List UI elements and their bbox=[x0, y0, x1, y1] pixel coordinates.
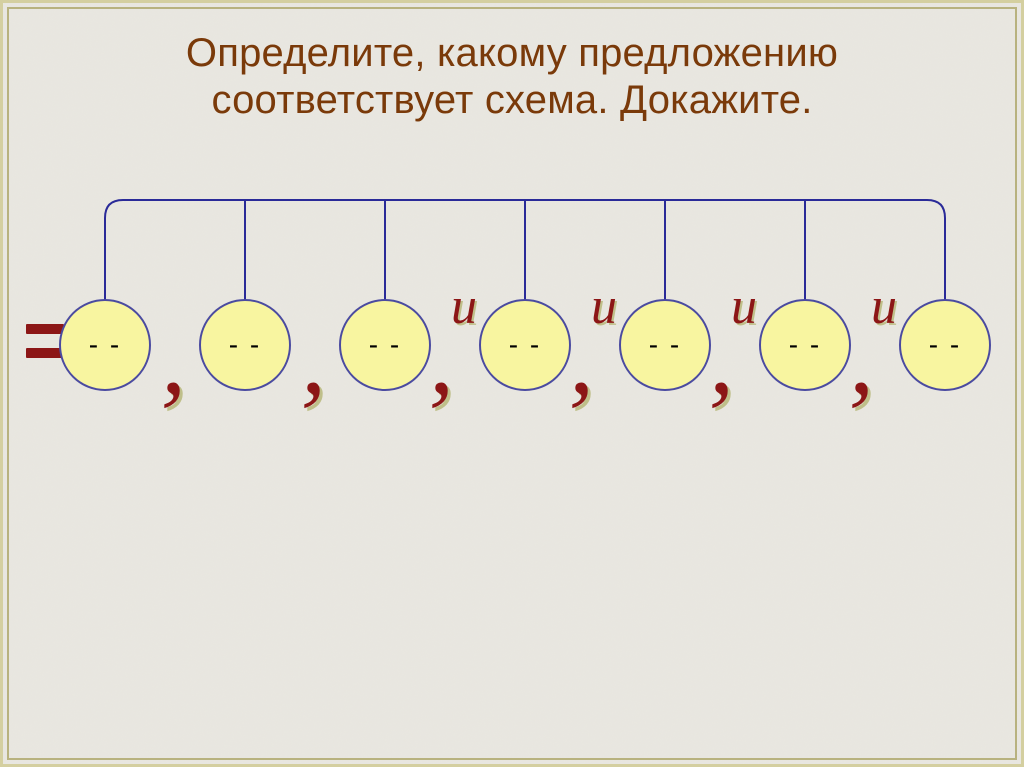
sentence-member-6: - - bbox=[899, 299, 991, 391]
conjunction-glyph: и bbox=[591, 277, 617, 336]
conjunction-glyph: и bbox=[871, 277, 897, 336]
sentence-member-label: - - bbox=[929, 329, 961, 361]
title-line-2: соответствует схема. Докажите. bbox=[211, 78, 812, 122]
title-line-1: Определите, какому предложению bbox=[186, 31, 838, 75]
sentence-member-label: - - bbox=[89, 329, 121, 361]
sentence-member-label: - - bbox=[509, 329, 541, 361]
equals-bar-0 bbox=[26, 324, 64, 334]
sentence-member-label: - - bbox=[229, 329, 261, 361]
comma-glyph: , bbox=[301, 302, 326, 417]
conjunction-glyph: и bbox=[731, 277, 757, 336]
sentence-member-3: - - bbox=[479, 299, 571, 391]
sentence-member-5: - - bbox=[759, 299, 851, 391]
slide-title: Определите, какому предложению соответст… bbox=[0, 30, 1024, 124]
conjunction-glyph: и bbox=[451, 277, 477, 336]
sentence-member-4: - - bbox=[619, 299, 711, 391]
sentence-member-label: - - bbox=[369, 329, 401, 361]
sentence-member-1: - - bbox=[199, 299, 291, 391]
sentence-member-2: - - bbox=[339, 299, 431, 391]
sentence-member-label: - - bbox=[789, 329, 821, 361]
sentence-member-0: - - bbox=[59, 299, 151, 391]
comma-glyph: , bbox=[161, 302, 186, 417]
sentence-member-label: - - bbox=[649, 329, 681, 361]
